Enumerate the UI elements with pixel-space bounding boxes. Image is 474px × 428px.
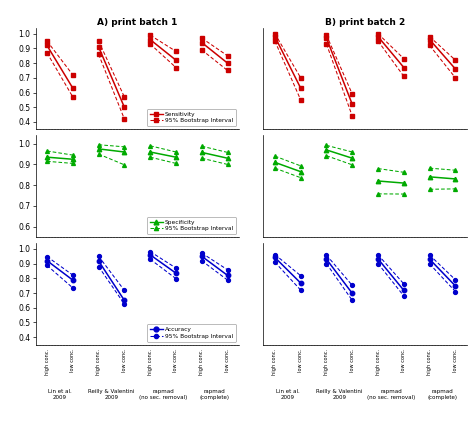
Text: low conc.: low conc. — [298, 349, 303, 372]
Text: rapmad
(no sec. removal): rapmad (no sec. removal) — [367, 389, 415, 400]
Text: Lin et al.
2009: Lin et al. 2009 — [276, 389, 300, 400]
Text: rapmad
(complete): rapmad (complete) — [428, 389, 457, 400]
Text: low conc.: low conc. — [70, 349, 75, 372]
Text: high conc.: high conc. — [427, 349, 432, 375]
Text: rapmad
(no sec. removal): rapmad (no sec. removal) — [139, 389, 187, 400]
Title: B) print batch 2: B) print batch 2 — [325, 18, 405, 27]
Text: Lin et al.
2009: Lin et al. 2009 — [48, 389, 72, 400]
Text: high conc.: high conc. — [199, 349, 204, 375]
Text: high conc.: high conc. — [324, 349, 329, 375]
Legend: Specificity, 95% Bootstrap Interval: Specificity, 95% Bootstrap Interval — [147, 217, 236, 234]
Text: low conc.: low conc. — [453, 349, 458, 372]
Text: Reilly & Valentini
2009: Reilly & Valentini 2009 — [88, 389, 135, 400]
Text: low conc.: low conc. — [173, 349, 179, 372]
Legend: Sensitivity, 95% Bootstrap Interval: Sensitivity, 95% Bootstrap Interval — [147, 109, 236, 126]
Text: low conc.: low conc. — [122, 349, 127, 372]
Text: low conc.: low conc. — [350, 349, 355, 372]
Text: low conc.: low conc. — [225, 349, 230, 372]
Text: low conc.: low conc. — [401, 349, 406, 372]
Text: high conc.: high conc. — [45, 349, 49, 375]
Text: Reilly & Valentini
2009: Reilly & Valentini 2009 — [316, 389, 363, 400]
Text: high conc.: high conc. — [273, 349, 277, 375]
Legend: Accuracy, 95% Bootstrap Interval: Accuracy, 95% Bootstrap Interval — [147, 324, 236, 342]
Title: A) print batch 1: A) print batch 1 — [97, 18, 177, 27]
Text: high conc.: high conc. — [375, 349, 381, 375]
Text: high conc.: high conc. — [96, 349, 101, 375]
Text: rapmad
(complete): rapmad (complete) — [200, 389, 230, 400]
Text: high conc.: high conc. — [148, 349, 153, 375]
